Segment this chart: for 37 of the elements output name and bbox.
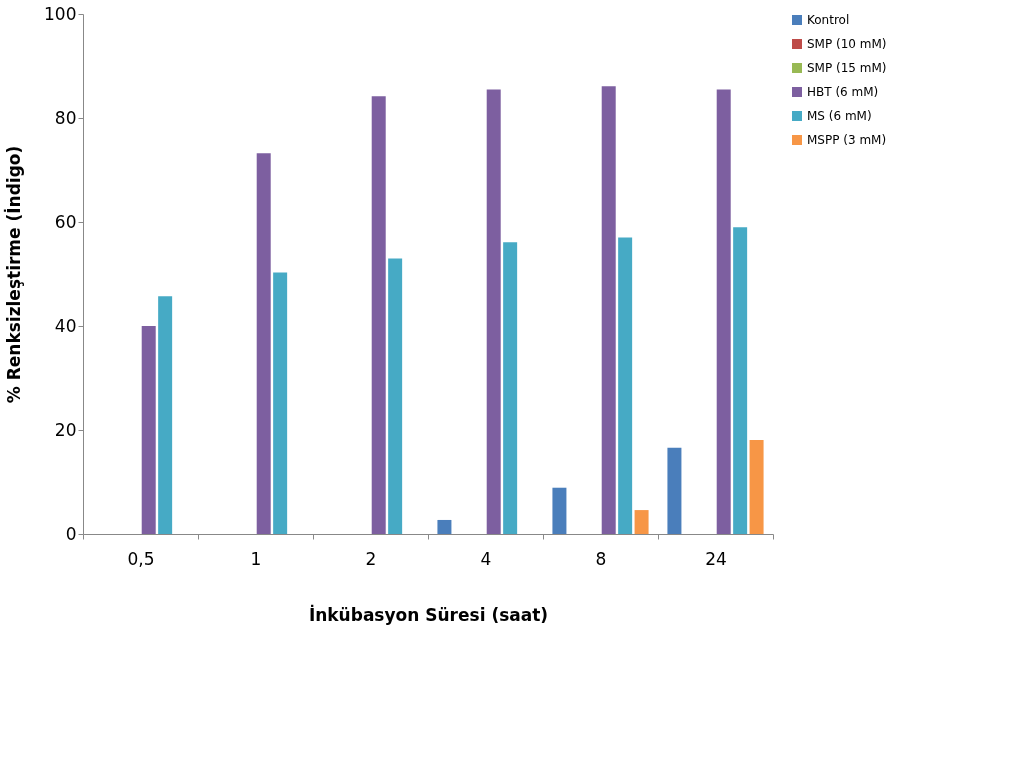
y-tick-label: 100 <box>44 3 77 24</box>
bar <box>158 296 173 534</box>
bar <box>503 242 518 534</box>
legend-label: MS (6 mM) <box>807 109 872 123</box>
bar <box>371 96 386 534</box>
bar <box>634 510 649 534</box>
bar <box>733 227 748 534</box>
bar <box>486 89 501 534</box>
legend-label: SMP (10 mM) <box>807 37 887 51</box>
x-tick-label: 24 <box>705 548 727 569</box>
y-tick-label: 40 <box>54 315 77 336</box>
legend-label: MSPP (3 mM) <box>807 133 887 147</box>
legend-label: HBT (6 mM) <box>807 85 879 99</box>
y-tick-label: 80 <box>54 107 77 128</box>
legend-label: Kontrol <box>807 13 850 27</box>
bar <box>667 447 682 534</box>
bar <box>388 258 403 534</box>
bar <box>552 487 567 534</box>
bar <box>716 89 731 534</box>
y-axis-title: % Renksizleştirme (İndigo) <box>3 145 25 404</box>
bar <box>618 237 633 534</box>
bar <box>141 326 156 534</box>
legend-label: SMP (15 mM) <box>807 61 887 75</box>
x-tick-label: 4 <box>480 548 492 569</box>
y-tick-label: 20 <box>54 419 77 440</box>
y-tick-label: 60 <box>54 211 77 232</box>
bar <box>601 86 616 534</box>
bar <box>256 153 271 534</box>
x-tick-label: 0,5 <box>127 548 155 569</box>
bar <box>749 439 764 534</box>
x-tick-label: 2 <box>365 548 377 569</box>
bar <box>273 272 288 534</box>
x-axis-title: İnkübasyon Süresi (saat) <box>308 603 549 625</box>
x-tick-label: 1 <box>250 548 262 569</box>
x-tick-label: 8 <box>595 548 607 569</box>
y-tick-label: 0 <box>65 523 77 544</box>
bar <box>437 519 452 534</box>
